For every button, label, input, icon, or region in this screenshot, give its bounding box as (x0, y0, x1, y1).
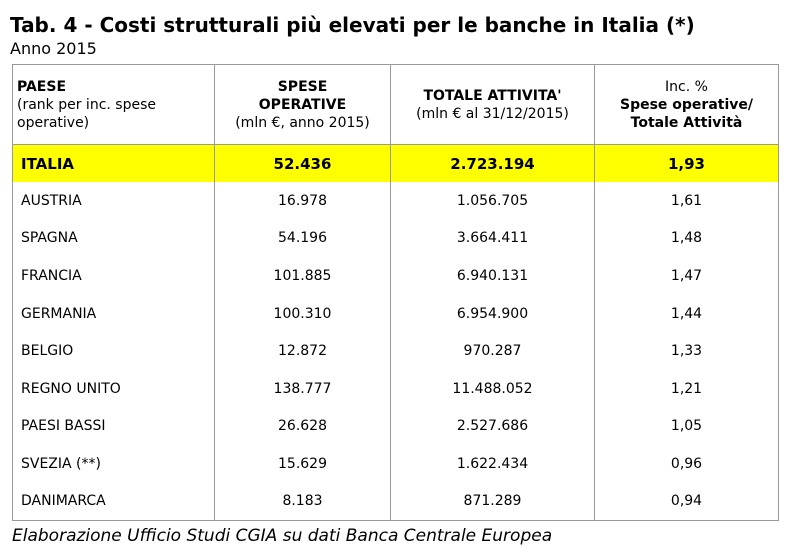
table-row: REGNO UNITO 138.777 11.488.052 1,21 (12, 370, 779, 408)
data-table: PAESE (rank per inc. spese operative) SP… (12, 64, 779, 521)
header-expenses-title-line-1: SPESE (277, 78, 328, 95)
table-row: PAESI BASSI 26.628 2.527.686 1,05 (12, 407, 779, 446)
header-country: PAESE (rank per inc. spese operative) (12, 64, 215, 145)
cell-expenses: 26.628 (214, 407, 391, 446)
source-note: Elaborazione Ufficio Studi CGIA su dati … (12, 526, 553, 546)
cell-country: FRANCIA (12, 257, 215, 295)
header-ratio-line-3: Totale Attività (630, 114, 743, 131)
header-country-title: PAESE (17, 78, 67, 95)
table-row: ITALIA 52.436 2.723.194 1,93 (12, 144, 779, 183)
cell-ratio: 1,47 (594, 257, 779, 295)
table-row: BELGIO 12.872 970.287 1,33 (12, 332, 779, 371)
cell-assets: 6.940.131 (390, 257, 595, 295)
cell-ratio: 1,21 (594, 370, 779, 408)
cell-country: ITALIA (12, 144, 215, 183)
header-ratio: Inc. % Spese operative/ Totale Attività (594, 64, 779, 145)
cell-expenses: 54.196 (214, 219, 391, 258)
cell-assets: 970.287 (390, 332, 595, 371)
cell-assets: 11.488.052 (390, 370, 595, 408)
header-country-note-line-1: (rank per inc. spese (17, 96, 156, 113)
cell-expenses: 8.183 (214, 482, 391, 521)
cell-expenses: 16.978 (214, 182, 391, 220)
table-row: GERMANIA 100.310 6.954.900 1,44 (12, 294, 779, 333)
header-row: PAESE (rank per inc. spese operative) SP… (12, 64, 779, 145)
header-expenses-title-line-2: OPERATIVE (258, 96, 347, 113)
header-expenses: SPESE OPERATIVE (mln €, anno 2015) (214, 64, 391, 145)
cell-expenses: 12.872 (214, 332, 391, 371)
table-title: Tab. 4 - Costi strutturali più elevati p… (10, 13, 695, 37)
cell-ratio: 1,05 (594, 407, 779, 446)
cell-country: GERMANIA (12, 294, 215, 333)
table-row: SVEZIA (**) 15.629 1.622.434 0,96 (12, 445, 779, 483)
header-expenses-unit: (mln €, anno 2015) (235, 114, 370, 131)
cell-ratio: 1,48 (594, 219, 779, 258)
cell-ratio: 1,44 (594, 294, 779, 333)
cell-ratio: 0,94 (594, 482, 779, 521)
cell-country: BELGIO (12, 332, 215, 371)
header-ratio-line-2: Spese operative/ (619, 96, 753, 113)
cell-country: AUSTRIA (12, 182, 215, 220)
header-assets-unit: (mln € al 31/12/2015) (416, 105, 569, 122)
cell-expenses: 101.885 (214, 257, 391, 295)
cell-assets: 2.723.194 (390, 144, 595, 183)
header-ratio-line-1: Inc. % (665, 78, 708, 95)
cell-assets: 1.622.434 (390, 445, 595, 483)
cell-assets: 2.527.686 (390, 407, 595, 446)
cell-ratio: 1,93 (594, 144, 779, 183)
cell-expenses: 15.629 (214, 445, 391, 483)
cell-ratio: 1,33 (594, 332, 779, 371)
cell-ratio: 1,61 (594, 182, 779, 220)
header-assets: TOTALE ATTIVITA' (mln € al 31/12/2015) (390, 64, 595, 145)
cell-country: SPAGNA (12, 219, 215, 258)
table-body: ITALIA 52.436 2.723.194 1,93 AUSTRIA 16.… (12, 144, 779, 521)
header-country-note-line-2: operative) (17, 114, 90, 131)
table-row: SPAGNA 54.196 3.664.411 1,48 (12, 219, 779, 258)
cell-expenses: 52.436 (214, 144, 391, 183)
cell-country: PAESI BASSI (12, 407, 215, 446)
table-row: FRANCIA 101.885 6.940.131 1,47 (12, 257, 779, 295)
cell-expenses: 100.310 (214, 294, 391, 333)
cell-country: SVEZIA (**) (12, 445, 215, 483)
cell-country: DANIMARCA (12, 482, 215, 521)
table-header: PAESE (rank per inc. spese operative) SP… (12, 64, 779, 145)
cell-country: REGNO UNITO (12, 370, 215, 408)
table-subtitle: Anno 2015 (10, 39, 97, 58)
cell-assets: 871.289 (390, 482, 595, 521)
cell-expenses: 138.777 (214, 370, 391, 408)
cell-assets: 6.954.900 (390, 294, 595, 333)
header-assets-title: TOTALE ATTIVITA' (423, 87, 562, 104)
table-row: DANIMARCA 8.183 871.289 0,94 (12, 482, 779, 521)
cell-assets: 3.664.411 (390, 219, 595, 258)
table-row: AUSTRIA 16.978 1.056.705 1,61 (12, 182, 779, 220)
cell-ratio: 0,96 (594, 445, 779, 483)
cell-assets: 1.056.705 (390, 182, 595, 220)
